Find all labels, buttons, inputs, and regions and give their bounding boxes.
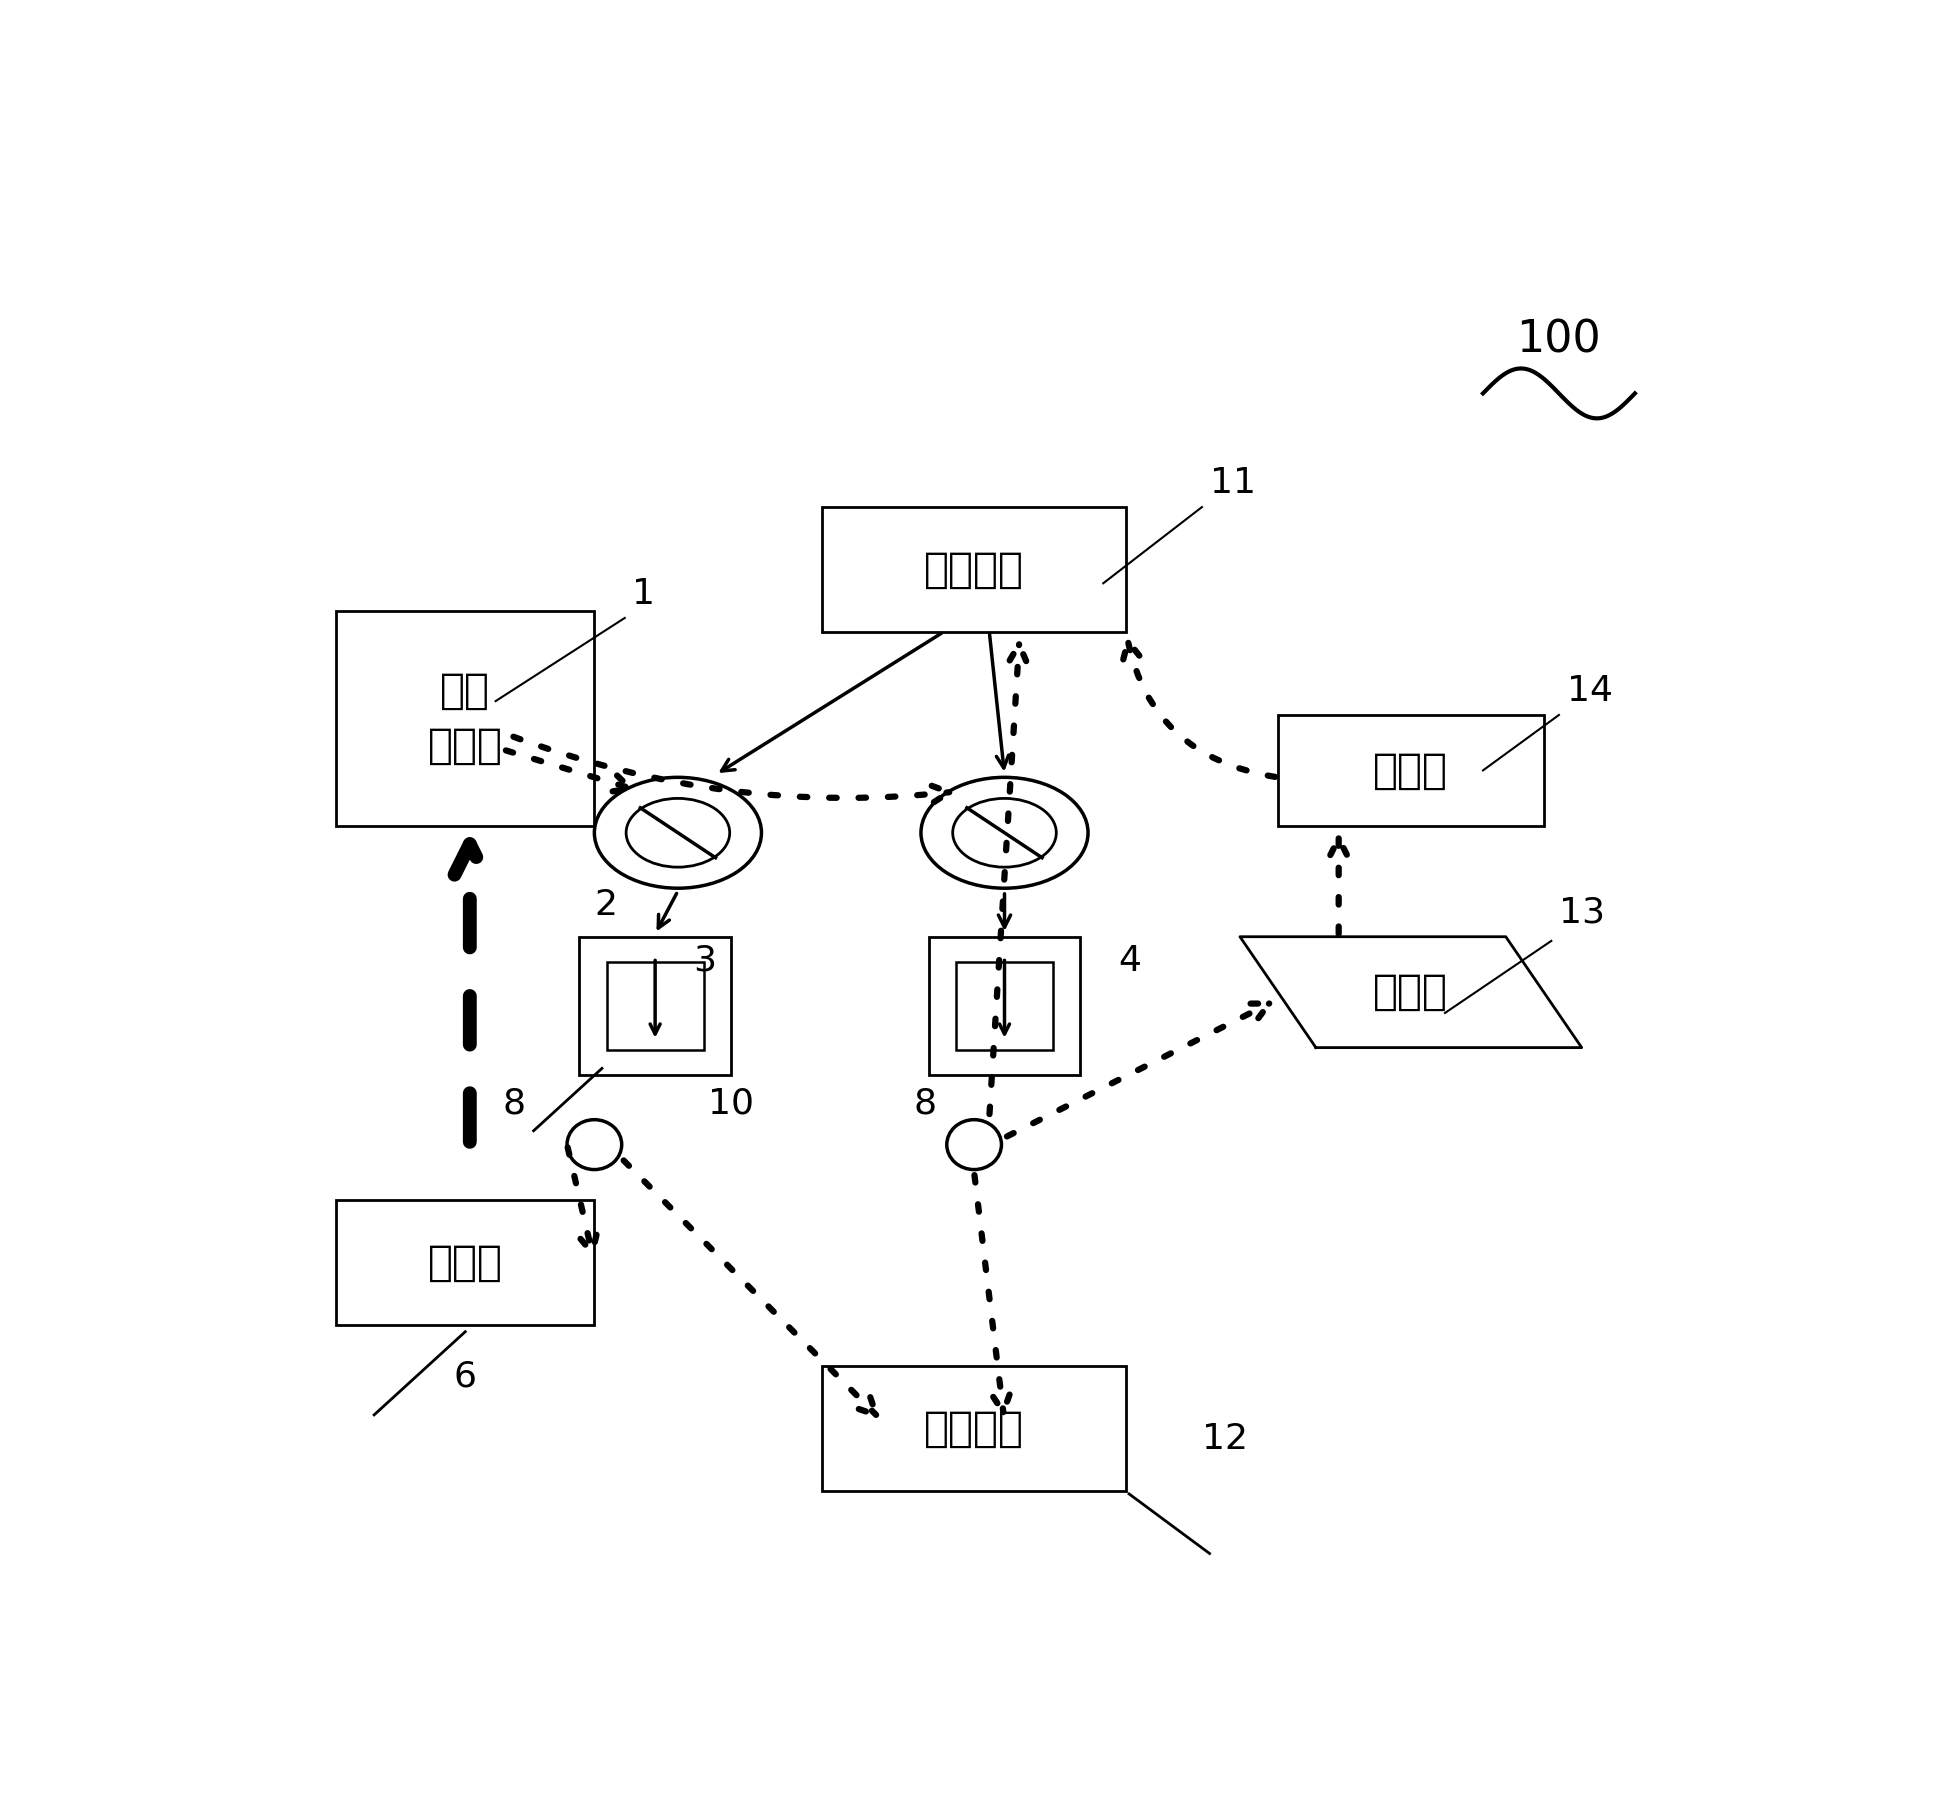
Ellipse shape xyxy=(953,799,1056,868)
Ellipse shape xyxy=(594,778,760,887)
Bar xyxy=(823,1366,1125,1490)
Ellipse shape xyxy=(625,799,729,868)
Bar xyxy=(337,1201,594,1325)
Bar xyxy=(956,961,1053,1051)
Bar xyxy=(1278,715,1544,826)
Text: 8: 8 xyxy=(504,1085,525,1120)
Text: 12: 12 xyxy=(1201,1422,1249,1456)
Text: 冷凝器: 冷凝器 xyxy=(1374,749,1448,792)
Text: 收集装置: 收集装置 xyxy=(923,1408,1025,1449)
Text: 14: 14 xyxy=(1566,673,1613,707)
Bar xyxy=(929,936,1080,1075)
Bar xyxy=(823,508,1125,632)
Polygon shape xyxy=(1241,936,1582,1048)
Text: 11: 11 xyxy=(1209,466,1256,500)
Circle shape xyxy=(566,1120,621,1170)
Text: 监控台: 监控台 xyxy=(427,1242,504,1283)
Text: 1: 1 xyxy=(633,578,655,610)
Text: 6: 6 xyxy=(455,1359,476,1393)
Text: 13: 13 xyxy=(1558,896,1605,931)
Text: 供应装置: 供应装置 xyxy=(923,549,1025,590)
Text: 温度
控制器: 温度 控制器 xyxy=(427,670,504,767)
Text: 3: 3 xyxy=(694,943,715,977)
Text: 2: 2 xyxy=(594,887,617,922)
Bar xyxy=(606,961,704,1051)
Text: 4: 4 xyxy=(1119,943,1141,977)
Ellipse shape xyxy=(921,778,1088,887)
Text: 压缩机: 压缩机 xyxy=(1374,972,1448,1013)
Circle shape xyxy=(947,1120,1002,1170)
Text: 100: 100 xyxy=(1517,319,1601,362)
Bar xyxy=(337,610,594,826)
Text: 10: 10 xyxy=(708,1085,755,1120)
Text: 8: 8 xyxy=(913,1085,937,1120)
Bar xyxy=(580,936,731,1075)
